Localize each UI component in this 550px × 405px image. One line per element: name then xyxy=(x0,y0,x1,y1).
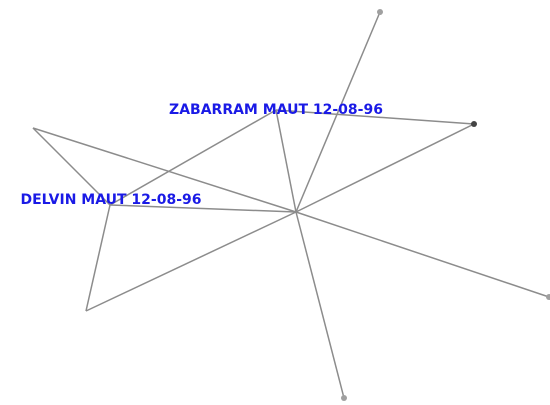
edge xyxy=(109,204,297,213)
edge xyxy=(295,11,381,213)
edge xyxy=(85,204,111,312)
edge xyxy=(32,127,111,206)
edge xyxy=(85,211,297,312)
node-label: ZABARRAM MAUT 12-08-96 xyxy=(169,102,383,118)
edge xyxy=(275,109,475,125)
edge xyxy=(32,127,297,213)
edge xyxy=(295,211,550,298)
node xyxy=(377,9,383,15)
node xyxy=(546,294,550,300)
edge xyxy=(275,109,297,213)
nodes xyxy=(341,9,550,401)
edge xyxy=(109,109,277,206)
node xyxy=(341,395,347,401)
node-label: DELVIN MAUT 12-08-96 xyxy=(20,192,201,208)
edge xyxy=(295,123,475,213)
edges xyxy=(32,11,550,399)
node xyxy=(471,121,477,127)
edge xyxy=(295,211,345,399)
